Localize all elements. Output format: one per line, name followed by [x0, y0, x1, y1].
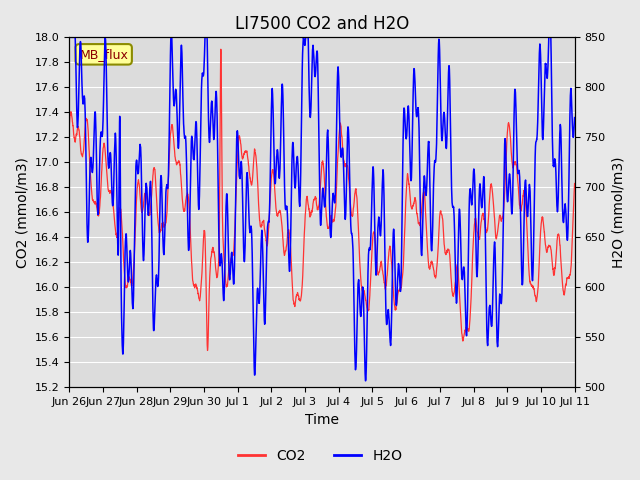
Title: LI7500 CO2 and H2O: LI7500 CO2 and H2O	[235, 15, 409, 33]
X-axis label: Time: Time	[305, 413, 339, 427]
Y-axis label: CO2 (mmol/m3): CO2 (mmol/m3)	[15, 157, 29, 268]
Legend: CO2, H2O: CO2, H2O	[232, 443, 408, 468]
Y-axis label: H2O (mmol/m3): H2O (mmol/m3)	[611, 156, 625, 268]
Text: MB_flux: MB_flux	[79, 48, 128, 61]
